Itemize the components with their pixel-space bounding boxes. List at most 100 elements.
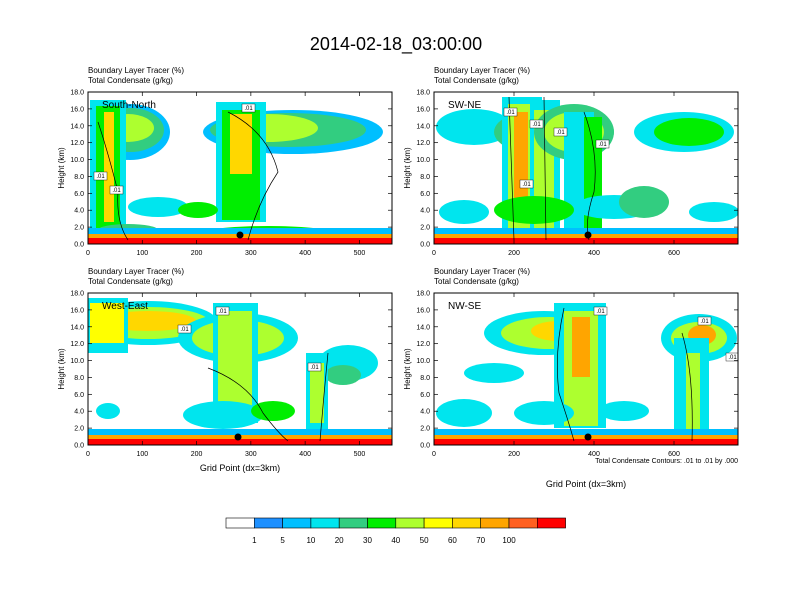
- x-tick-label: 0: [432, 451, 436, 458]
- contour-label: .01: [307, 362, 322, 372]
- contour-label-box: [177, 324, 192, 334]
- y-tick-label: 10.0: [416, 157, 430, 164]
- tracer-field: .01 .01 .01: [434, 293, 738, 445]
- tracer-region: [619, 186, 669, 218]
- y-tick-label: 16.0: [70, 307, 84, 314]
- tracer-region: [96, 403, 120, 419]
- x-tick-label: 200: [191, 250, 203, 257]
- y-tick-label: 2.0: [74, 225, 84, 232]
- y-tick-label: 14.0: [70, 123, 84, 130]
- y-tick-label: 4.0: [74, 208, 84, 215]
- panel-var2-label: Total Condensate (g/kg): [88, 277, 173, 286]
- y-tick-label: 6.0: [420, 392, 430, 399]
- y-tick-label: 16.0: [416, 106, 430, 113]
- panel-sw-ne: Boundary Layer Tracer (%)Total Condensat…: [403, 66, 739, 257]
- x-tick-label: 400: [588, 250, 600, 257]
- contour-label-box: [241, 103, 256, 113]
- tracer-region: [230, 114, 252, 174]
- direction-label: NW-SE: [448, 301, 481, 312]
- colorbar-swatch: [254, 517, 283, 529]
- y-axis-label: Height (km): [57, 147, 66, 189]
- contour-label: .01: [697, 316, 712, 326]
- y-tick-label: 2.0: [420, 426, 430, 433]
- y-tick-label: 16.0: [70, 106, 84, 113]
- direction-label: West-East: [102, 301, 148, 312]
- contour-label-text: .01: [532, 122, 541, 128]
- tracer-region: [183, 401, 263, 429]
- y-axis-label: Height (km): [403, 147, 412, 189]
- contour-label-text: .01: [506, 110, 515, 116]
- contour-label-box: [593, 306, 608, 316]
- colorbar-label: 5: [280, 536, 285, 545]
- contour-label-box: [109, 185, 124, 195]
- tracer-region: [251, 401, 295, 421]
- contour-label-box: [307, 362, 322, 372]
- tracer-region: [439, 200, 489, 224]
- x-tick-label: 400: [299, 451, 311, 458]
- colorbar-label: 50: [420, 536, 429, 545]
- contour-label: .01: [553, 127, 568, 137]
- contour-label-text: .01: [522, 182, 531, 188]
- y-tick-label: 6.0: [74, 191, 84, 198]
- y-tick-label: 4.0: [420, 409, 430, 416]
- x-tick-label: 300: [245, 250, 257, 257]
- tracer-region: [218, 311, 252, 411]
- y-tick-label: 14.0: [416, 324, 430, 331]
- panel-var2-label: Total Condensate (g/kg): [434, 277, 519, 286]
- y-tick-label: 0.0: [74, 242, 84, 249]
- contour-label-text: .01: [310, 365, 319, 371]
- location-marker: [584, 231, 592, 239]
- colorbar-swatch: [452, 517, 481, 529]
- condensate-contour: [508, 96, 596, 241]
- panel-south-north: Boundary Layer Tracer (%)Total Condensat…: [57, 66, 393, 257]
- y-tick-label: 18.0: [416, 291, 430, 298]
- colorbar-label: 30: [363, 536, 372, 545]
- x-tick-label: 300: [245, 451, 257, 458]
- tracer-region: [90, 303, 124, 343]
- contour-label-text: .01: [218, 309, 227, 315]
- contour-label-text: .01: [700, 319, 709, 325]
- x-tick-label: 200: [508, 451, 520, 458]
- y-axis-label: Height (km): [57, 348, 66, 390]
- contour-label-box: [725, 352, 738, 362]
- y-tick-label: 16.0: [416, 307, 430, 314]
- x-tick-label: 600: [668, 250, 680, 257]
- y-tick-label: 12.0: [70, 140, 84, 147]
- tracer-region: [178, 202, 218, 218]
- panel-var1-label: Boundary Layer Tracer (%): [88, 66, 184, 75]
- colorbar-swatch: [395, 517, 425, 529]
- colorbar-swatch: [310, 517, 340, 529]
- contour-label-box: [93, 171, 108, 181]
- y-tick-label: 8.0: [74, 174, 84, 181]
- y-tick-label: 2.0: [74, 426, 84, 433]
- panel-var1-label: Boundary Layer Tracer (%): [434, 267, 530, 276]
- contour-label: .01: [725, 352, 738, 362]
- x-tick-label: 100: [136, 250, 148, 257]
- contour-label-text: .01: [180, 327, 189, 333]
- x-tick-label: 0: [86, 451, 90, 458]
- x-axis-label: Grid Point (dx=3km): [200, 463, 280, 473]
- contour-label: .01: [109, 185, 124, 195]
- tracer-region: [599, 401, 649, 421]
- colorbar-label: 10: [306, 536, 315, 545]
- panel-var1-label: Boundary Layer Tracer (%): [88, 267, 184, 276]
- direction-label: SW-NE: [448, 100, 481, 111]
- figure-title: 2014-02-18_03:00:00: [310, 34, 482, 55]
- colorbar-swatch: [536, 517, 566, 529]
- tracer-region: [689, 202, 738, 222]
- y-tick-label: 6.0: [420, 191, 430, 198]
- colorbar-swatch: [282, 517, 312, 529]
- y-tick-label: 2.0: [420, 225, 430, 232]
- y-tick-label: 10.0: [70, 157, 84, 164]
- contour-label: .01: [503, 107, 518, 117]
- plot-frame: [433, 292, 739, 446]
- y-tick-label: 8.0: [420, 375, 430, 382]
- boundary-layer-band: [88, 238, 392, 244]
- tracer-region: [325, 365, 361, 385]
- contour-label-box: [503, 107, 518, 117]
- colorbar-swatch: [480, 517, 510, 529]
- panel-nw-se: Boundary Layer Tracer (%)Total Condensat…: [403, 267, 739, 489]
- tracer-region: [494, 196, 574, 224]
- y-tick-label: 10.0: [416, 358, 430, 365]
- y-tick-label: 12.0: [70, 341, 84, 348]
